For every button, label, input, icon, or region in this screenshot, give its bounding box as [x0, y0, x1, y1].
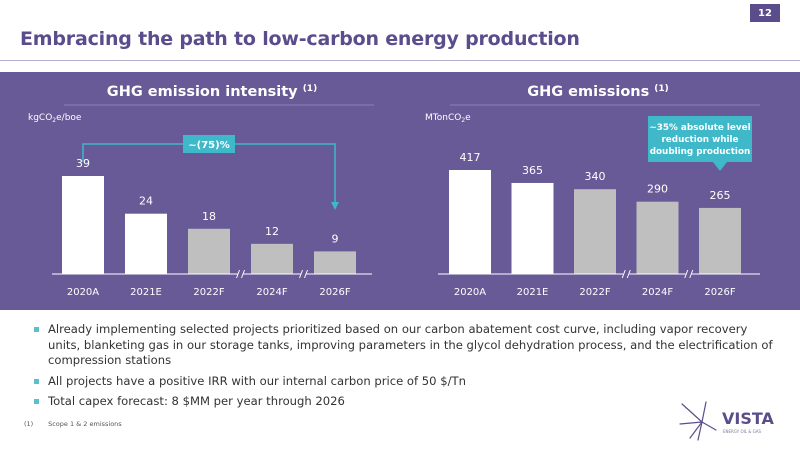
x-tick-label: 2021E	[130, 287, 162, 298]
charts-svg: GHG emission intensity (1) kgCO2e/boe 39 20…	[28, 84, 760, 298]
axis-break-mark	[299, 269, 303, 279]
chart-bar	[636, 201, 679, 274]
callout-text-line: doubling production	[650, 147, 751, 157]
annotation-label: ~(75)%	[188, 140, 229, 151]
axis-break-gap	[300, 270, 307, 278]
chart-bar	[574, 189, 616, 274]
bar-value-label: 340	[585, 170, 606, 183]
x-tick-label: 2024F	[256, 287, 287, 298]
chart-unit: kgCO2e/boe	[28, 113, 82, 124]
chart-bar	[62, 176, 104, 274]
axis-break-mark	[626, 269, 631, 279]
footnote-text: Scope 1 & 2 emissions	[48, 420, 122, 428]
page-number: 12	[750, 4, 780, 22]
bullet-item: All projects have a positive IRR with ou…	[34, 374, 774, 390]
bar-value-label: 18	[202, 210, 216, 223]
bar-value-label: 290	[647, 183, 668, 196]
bar-value-label: 24	[139, 195, 153, 208]
bar-value-label: 417	[460, 151, 481, 164]
bar-value-label: 365	[522, 164, 543, 177]
vista-logo: VISTA ENERGY OIL & GAS	[679, 401, 775, 441]
bullet-item: Total capex forecast: 8 $MM per year thr…	[34, 394, 774, 410]
callout-pointer	[713, 162, 727, 171]
axis-break-gap	[685, 270, 692, 278]
chart-bar	[314, 251, 356, 274]
logo-tagline: ENERGY OIL & GAS	[723, 429, 761, 434]
x-tick-label: 2022F	[579, 287, 610, 298]
bullet-item: Already implementing selected projects p…	[34, 322, 774, 369]
axis-break-gap	[237, 270, 244, 278]
callout-text-line: ~35% absolute level	[649, 123, 750, 133]
x-tick-label: 2022F	[193, 287, 224, 298]
chart-title: GHG emissions (1)	[527, 84, 669, 100]
chart-bar	[188, 228, 230, 274]
bar-value-label: 265	[710, 189, 731, 202]
axis-break-mark	[689, 269, 694, 279]
chart-title: GHG emission intensity (1)	[107, 84, 317, 100]
axis-break-mark	[684, 269, 689, 279]
callout-text-line: reduction while	[661, 135, 738, 145]
axis-break-mark	[621, 269, 626, 279]
x-tick-label: 2021E	[517, 287, 549, 298]
chart-bar	[699, 207, 741, 274]
axis-break-mark	[304, 269, 308, 279]
callout-box	[648, 116, 752, 162]
bar-value-label: 9	[332, 232, 339, 245]
x-tick-label: 2026F	[319, 287, 350, 298]
footnote-number: (1)	[24, 420, 34, 428]
x-tick-label: 2020A	[67, 287, 99, 298]
bullet-list: Already implementing selected projects p…	[34, 322, 774, 415]
footnote: (1) Scope 1 & 2 emissions	[24, 420, 122, 428]
x-tick-label: 2020A	[454, 287, 486, 298]
annotation-box	[183, 135, 235, 153]
arrow-head-icon	[331, 202, 339, 210]
star-burst-icon	[679, 401, 717, 441]
axis-break-mark	[241, 269, 245, 279]
chart-bar	[251, 243, 293, 274]
logo-name: VISTA	[722, 409, 775, 428]
axis-break-gap	[623, 270, 630, 278]
chart-unit: MTonCO2e	[425, 113, 471, 124]
title-divider	[0, 60, 800, 61]
bar-value-label: 39	[76, 157, 90, 170]
axis-break-mark	[236, 269, 240, 279]
chart-bar	[511, 182, 554, 274]
chart-bar	[125, 213, 167, 274]
bar-value-label: 12	[265, 225, 279, 238]
chart-bar	[449, 170, 491, 274]
x-tick-label: 2024F	[642, 287, 673, 298]
page-title: Embracing the path to low-carbon energy …	[20, 28, 580, 50]
x-tick-label: 2026F	[704, 287, 735, 298]
